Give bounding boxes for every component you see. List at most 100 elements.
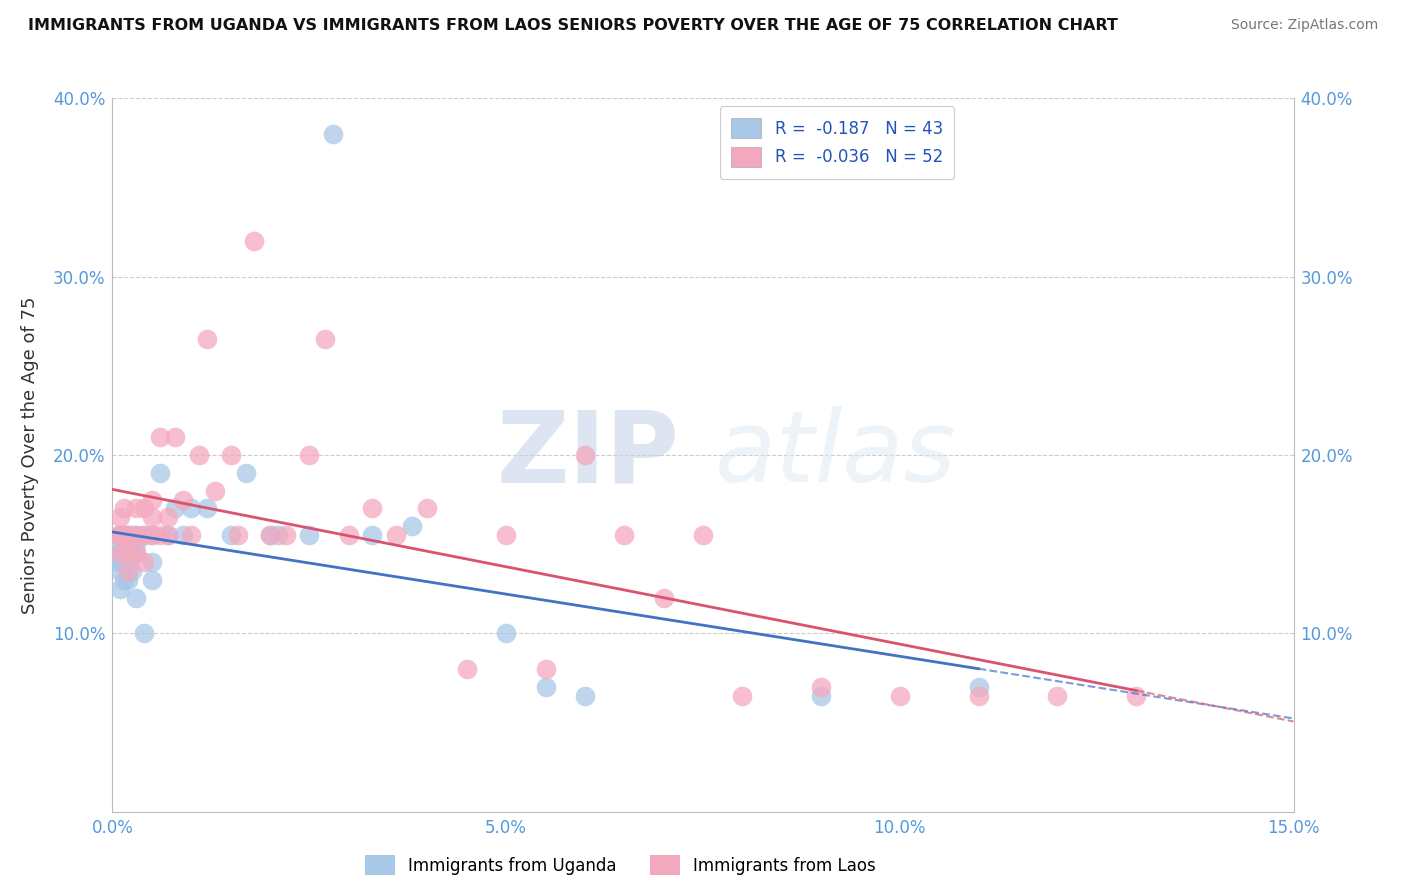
- Point: [149, 528, 172, 542]
- Point: [172, 492, 194, 507]
- Point: [125, 546, 148, 560]
- Point: [613, 528, 636, 542]
- Text: ZIP: ZIP: [496, 407, 679, 503]
- Point: [156, 528, 179, 542]
- Point: [149, 430, 172, 444]
- Point: [132, 501, 155, 516]
- Point: [322, 127, 344, 141]
- Point: [204, 483, 226, 498]
- Point: [125, 546, 148, 560]
- Point: [132, 555, 155, 569]
- Point: [534, 662, 557, 676]
- Text: Source: ZipAtlas.com: Source: ZipAtlas.com: [1230, 18, 1378, 32]
- Point: [132, 528, 155, 542]
- Point: [731, 689, 754, 703]
- Point: [967, 680, 990, 694]
- Point: [810, 680, 832, 694]
- Point: [889, 689, 911, 703]
- Point: [267, 528, 290, 542]
- Point: [219, 528, 242, 542]
- Point: [141, 492, 163, 507]
- Point: [110, 564, 132, 578]
- Point: [228, 528, 250, 542]
- Point: [298, 528, 321, 542]
- Point: [156, 528, 179, 542]
- Point: [172, 528, 194, 542]
- Point: [692, 528, 714, 542]
- Point: [125, 591, 148, 605]
- Point: [141, 528, 163, 542]
- Point: [117, 564, 139, 578]
- Point: [110, 546, 132, 560]
- Point: [149, 466, 172, 480]
- Point: [495, 626, 517, 640]
- Point: [1125, 689, 1147, 703]
- Point: [117, 528, 139, 542]
- Point: [156, 510, 179, 524]
- Point: [361, 501, 384, 516]
- Y-axis label: Seniors Poverty Over the Age of 75: Seniors Poverty Over the Age of 75: [21, 296, 39, 614]
- Point: [125, 537, 148, 551]
- Point: [110, 555, 132, 569]
- Point: [259, 528, 281, 542]
- Point: [195, 332, 218, 346]
- Point: [107, 528, 129, 542]
- Point: [117, 528, 139, 542]
- Point: [121, 528, 143, 542]
- Text: IMMIGRANTS FROM UGANDA VS IMMIGRANTS FROM LAOS SENIORS POVERTY OVER THE AGE OF 7: IMMIGRANTS FROM UGANDA VS IMMIGRANTS FRO…: [28, 18, 1118, 33]
- Point: [385, 528, 408, 542]
- Point: [361, 528, 384, 542]
- Point: [132, 528, 155, 542]
- Point: [337, 528, 360, 542]
- Point: [110, 582, 132, 596]
- Point: [219, 448, 242, 462]
- Point: [112, 501, 135, 516]
- Point: [574, 689, 596, 703]
- Point: [243, 234, 266, 248]
- Point: [141, 555, 163, 569]
- Point: [416, 501, 439, 516]
- Point: [121, 564, 143, 578]
- Point: [195, 501, 218, 516]
- Point: [180, 501, 202, 516]
- Point: [180, 528, 202, 542]
- Point: [165, 430, 187, 444]
- Point: [107, 555, 129, 569]
- Point: [298, 448, 321, 462]
- Point: [165, 501, 187, 516]
- Point: [107, 537, 129, 551]
- Point: [534, 680, 557, 694]
- Legend: Immigrants from Uganda, Immigrants from Laos: Immigrants from Uganda, Immigrants from …: [359, 848, 883, 882]
- Point: [132, 626, 155, 640]
- Point: [117, 546, 139, 560]
- Point: [652, 591, 675, 605]
- Point: [495, 528, 517, 542]
- Point: [112, 528, 135, 542]
- Point: [1046, 689, 1069, 703]
- Point: [117, 555, 139, 569]
- Point: [112, 528, 135, 542]
- Point: [456, 662, 478, 676]
- Text: atlas: atlas: [714, 407, 956, 503]
- Point: [110, 528, 132, 542]
- Point: [235, 466, 257, 480]
- Point: [125, 528, 148, 542]
- Point: [401, 519, 423, 533]
- Point: [125, 501, 148, 516]
- Point: [259, 528, 281, 542]
- Point: [141, 510, 163, 524]
- Point: [967, 689, 990, 703]
- Point: [117, 573, 139, 587]
- Point: [110, 546, 132, 560]
- Point: [810, 689, 832, 703]
- Point: [117, 537, 139, 551]
- Point: [125, 528, 148, 542]
- Point: [314, 332, 336, 346]
- Point: [112, 573, 135, 587]
- Point: [141, 573, 163, 587]
- Point: [141, 528, 163, 542]
- Point: [574, 448, 596, 462]
- Point: [188, 448, 211, 462]
- Point: [110, 510, 132, 524]
- Point: [274, 528, 297, 542]
